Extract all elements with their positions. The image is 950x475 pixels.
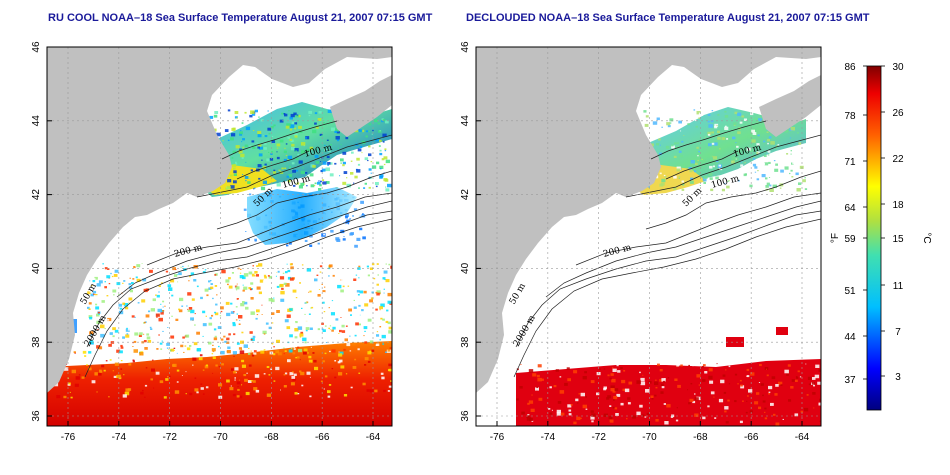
- celsius-tick-label: 15: [892, 234, 904, 245]
- celsius-tick-label: 26: [892, 108, 904, 119]
- isobath-contour: [645, 170, 821, 230]
- celsius-tick-label: 30: [892, 62, 904, 73]
- fahrenheit-tick-label: 59: [844, 234, 856, 245]
- latitude-tick-label: 42: [460, 189, 471, 201]
- fahrenheit-tick-label: 78: [844, 111, 856, 122]
- celsius-tick-label: 7: [895, 327, 901, 338]
- isobath-contour: [236, 150, 310, 180]
- isobath-contour: [116, 200, 392, 298]
- fahrenheit-label: °F: [830, 233, 841, 243]
- latitude-tick-label: 44: [31, 115, 42, 127]
- celsius-tick-label: 11: [893, 281, 904, 292]
- latitude-tick-label: 40: [460, 262, 471, 274]
- longitude-tick-label: -64: [795, 432, 810, 443]
- celsius-tick-label: 18: [892, 200, 904, 211]
- isobath-contour: [625, 134, 821, 198]
- longitude-tick-label: -66: [315, 432, 330, 443]
- longitude-tick-label: -68: [693, 432, 708, 443]
- longitude-tick-label: -66: [744, 432, 759, 443]
- longitude-tick-label: -72: [162, 432, 177, 443]
- fahrenheit-tick-label: 71: [844, 157, 856, 168]
- isobath-contour: [84, 218, 392, 378]
- isobath-contour: [650, 120, 767, 160]
- latitude-tick-label: 36: [31, 410, 42, 422]
- fahrenheit-tick-label: 86: [844, 62, 856, 73]
- isobath-contour: [86, 210, 392, 348]
- celsius-tick-label: 3: [895, 372, 901, 383]
- longitude-tick-label: -72: [591, 432, 606, 443]
- latitude-tick-label: 38: [460, 336, 471, 348]
- longitude-tick-label: -70: [642, 432, 657, 443]
- fahrenheit-tick-label: 37: [844, 375, 856, 386]
- isobath-contour: [665, 150, 739, 180]
- latitude-tick-label: 36: [460, 410, 471, 422]
- isobath-contour: [575, 192, 821, 266]
- map-frame: [46, 46, 393, 427]
- latitude-tick-label: 46: [460, 41, 471, 53]
- isobath-contour: [221, 120, 338, 160]
- longitude-tick-label: -76: [490, 432, 505, 443]
- celsius-tick-label: 22: [892, 154, 904, 165]
- longitude-tick-label: -76: [61, 432, 76, 443]
- isobath-contour: [515, 210, 821, 348]
- fahrenheit-tick-label: 44: [844, 332, 856, 343]
- latitude-tick-label: 42: [31, 189, 42, 201]
- left-map-title: RU COOL NOAA–18 Sea Surface Temperature …: [48, 12, 433, 24]
- isobath-contour: [545, 200, 821, 298]
- colorbar: [866, 65, 882, 411]
- isobath-contour: [196, 134, 392, 198]
- latitude-tick-label: 38: [31, 336, 42, 348]
- latitude-tick-label: 40: [31, 262, 42, 274]
- fahrenheit-tick-label: 64: [844, 203, 856, 214]
- fahrenheit-tick-label: 51: [844, 286, 856, 297]
- longitude-tick-label: -68: [264, 432, 279, 443]
- longitude-tick-label: -74: [541, 432, 556, 443]
- isobath-contour: [146, 192, 392, 266]
- longitude-tick-label: -70: [213, 432, 228, 443]
- right-map-title: DECLOUDED NOAA–18 Sea Surface Temperatur…: [466, 12, 870, 24]
- celsius-label: °C: [921, 232, 932, 243]
- longitude-tick-label: -64: [366, 432, 381, 443]
- isobath-contour: [513, 218, 821, 378]
- longitude-tick-label: -74: [112, 432, 127, 443]
- map-frame: [475, 46, 822, 427]
- isobath-contour: [216, 170, 392, 230]
- latitude-tick-label: 46: [31, 41, 42, 53]
- latitude-tick-label: 44: [460, 115, 471, 127]
